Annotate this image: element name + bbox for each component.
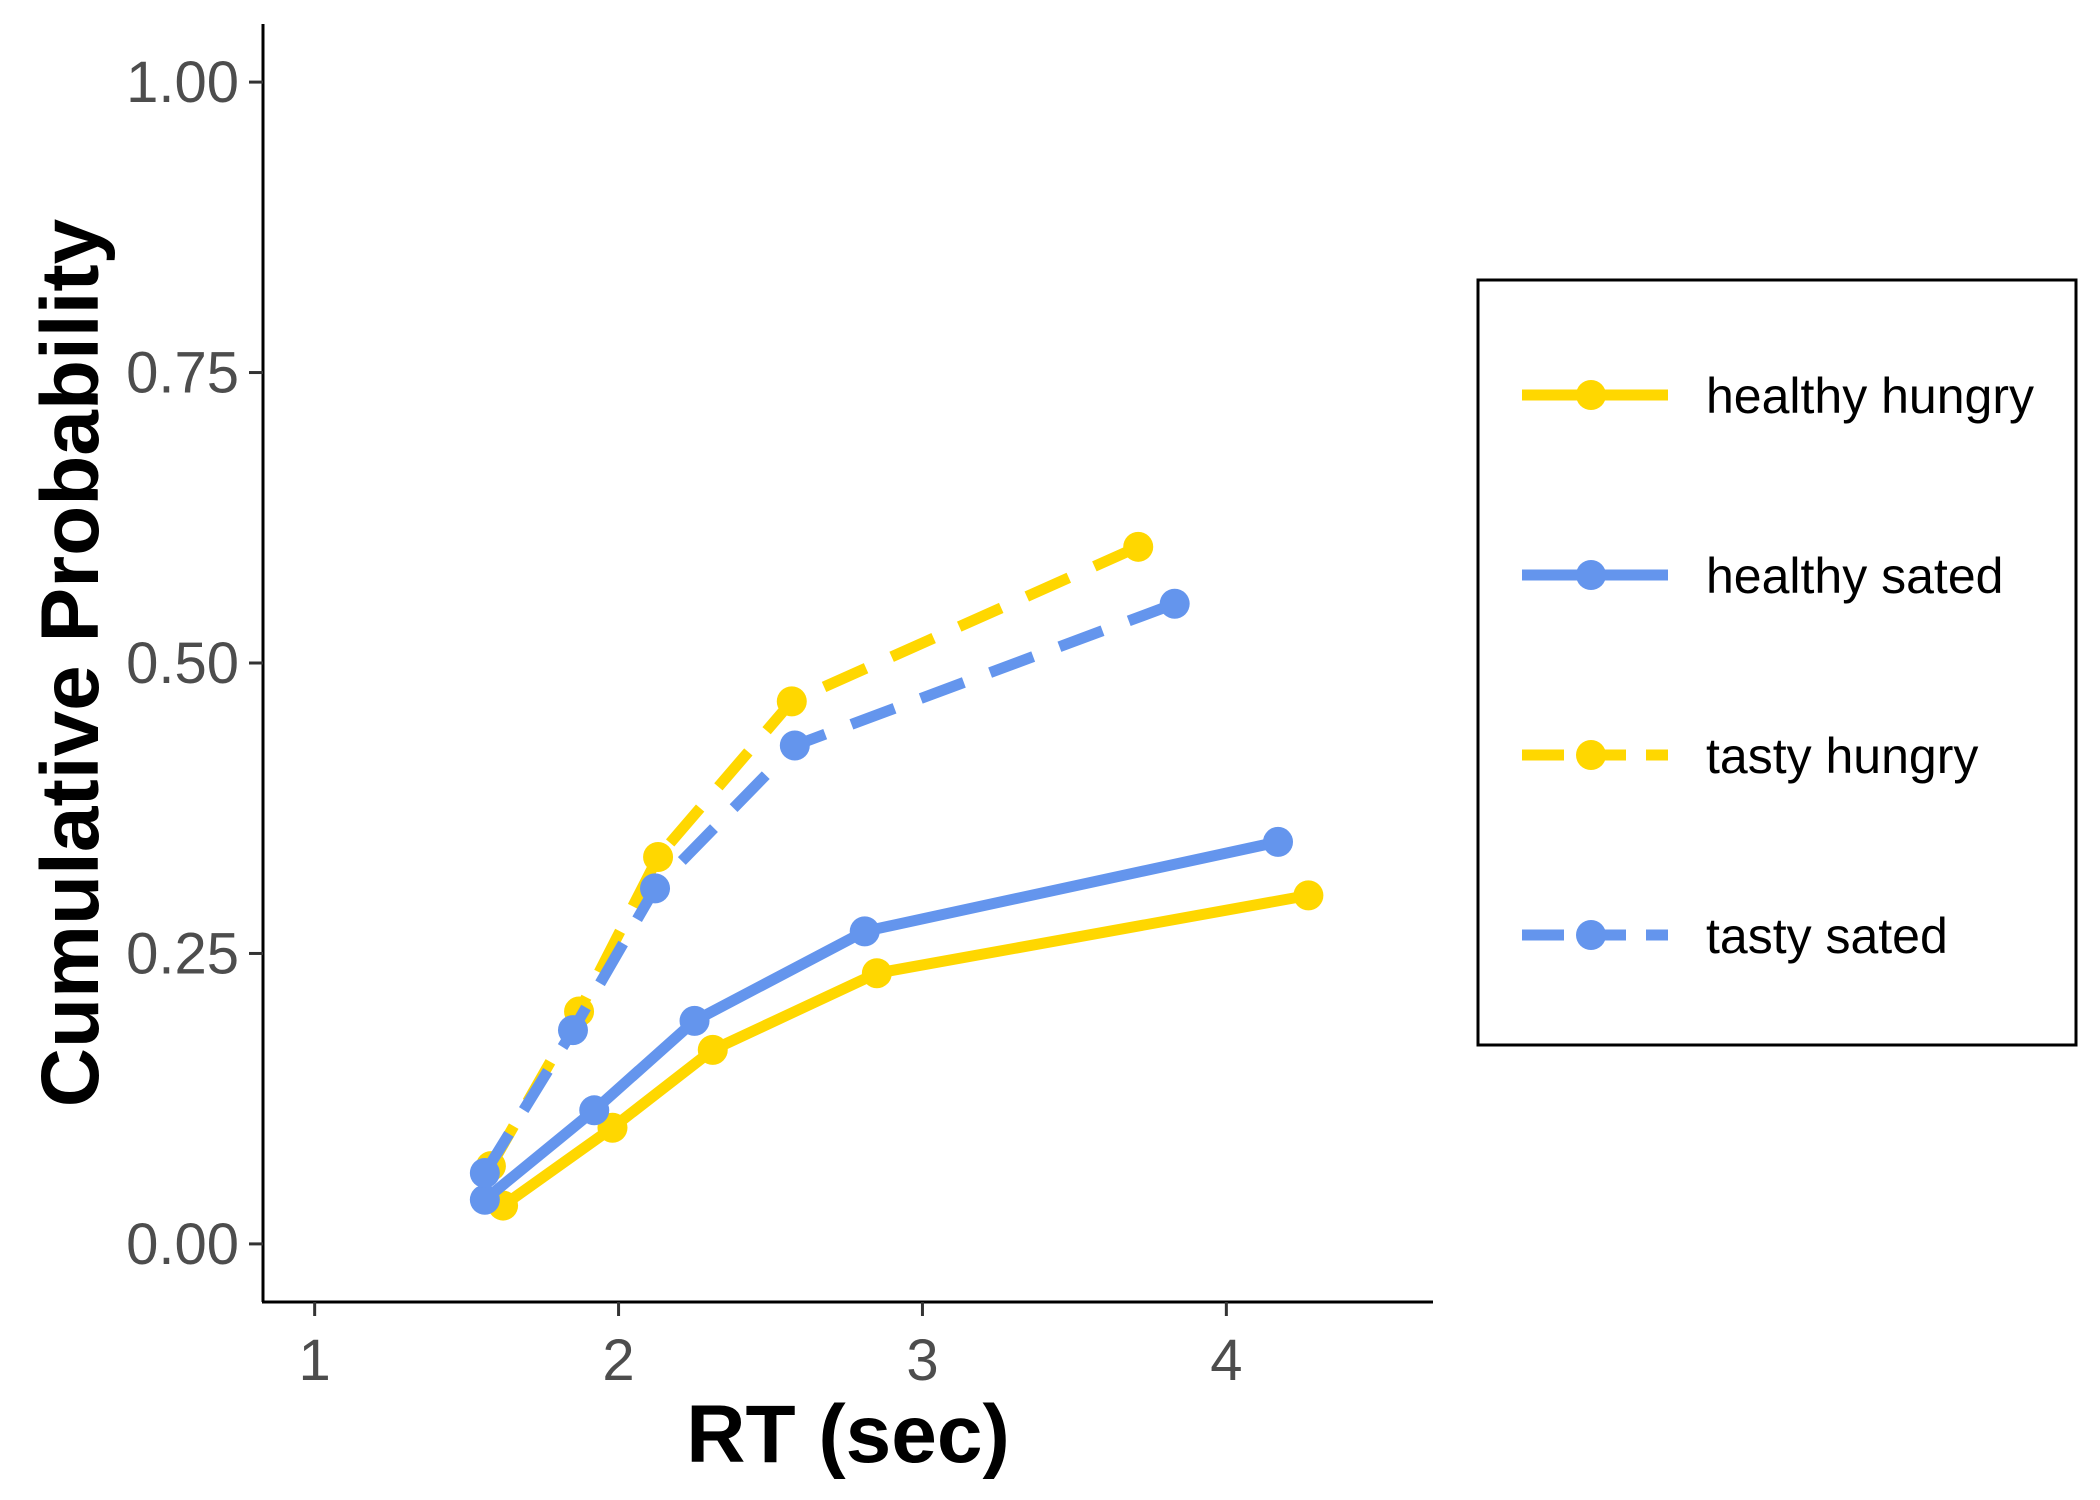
x-axis-ticks: 1 2 3 4 [299, 1302, 1242, 1393]
plot-area: 1 2 3 4 0.00 0.25 0.50 0.75 1.00 [126, 24, 1433, 1393]
data-point [640, 873, 671, 904]
legend-box [1476, 278, 2078, 1047]
series-tasty-hungry [475, 531, 1154, 1182]
legend-point-swatch [1576, 740, 1606, 770]
data-point [861, 958, 892, 989]
legend-label: tasty sated [1706, 908, 1948, 964]
legend-item-tasty-sated: tasty sated [1522, 908, 1948, 964]
data-point [557, 1015, 588, 1046]
data-point [643, 842, 674, 873]
legend-item-healthy-hungry: healthy hungry [1522, 368, 2034, 424]
x-tick-label: 3 [906, 1328, 938, 1393]
data-point [1123, 531, 1154, 562]
legend-point-swatch [1576, 920, 1606, 950]
data-point [469, 1184, 500, 1215]
y-tick-label: 0.00 [126, 1212, 239, 1277]
legend-item-healthy-sated: healthy sated [1522, 548, 2003, 604]
data-point [1293, 880, 1324, 911]
x-axis-title: RT (sec) [686, 1389, 1010, 1480]
data-point [697, 1034, 728, 1065]
series-line [486, 541, 1141, 1169]
x-tick-label: 4 [1210, 1328, 1242, 1393]
legend-label: tasty hungry [1706, 728, 1978, 784]
data-point [776, 686, 807, 717]
y-tick-label: 0.25 [126, 921, 239, 986]
y-tick-label: 0.75 [126, 341, 239, 406]
legend-label: healthy sated [1706, 548, 2003, 604]
series-layer [469, 531, 1324, 1221]
data-point [1263, 826, 1294, 857]
data-point [779, 730, 810, 761]
legend-point-swatch [1576, 560, 1606, 590]
x-tick-label: 1 [299, 1328, 331, 1393]
series-healthy-sated [469, 826, 1294, 1215]
series-tasty-sated [469, 588, 1190, 1189]
y-axis-ticks: 0.00 0.25 0.50 0.75 1.00 [126, 50, 263, 1277]
data-point [469, 1158, 500, 1189]
y-tick-label: 0.50 [126, 631, 239, 696]
series-line [481, 836, 1280, 1205]
data-point [849, 916, 880, 947]
data-point [679, 1005, 710, 1036]
legend-items: healthy hungry healthy sated tasty hungry t… [1522, 368, 2034, 964]
data-point [579, 1095, 610, 1126]
legend-point-swatch [1576, 380, 1606, 410]
legend-item-tasty-hungry: tasty hungry [1522, 728, 1978, 784]
data-point [1159, 588, 1190, 619]
y-tick-label: 1.00 [126, 50, 239, 115]
legend: healthy hungry healthy sated tasty hungry t… [1476, 278, 2078, 1047]
series-line [499, 889, 1310, 1211]
x-tick-label: 2 [602, 1328, 634, 1393]
y-axis-title: Cumulative Probability [25, 218, 116, 1107]
series-healthy-hungry [488, 880, 1324, 1221]
legend-label: healthy hungry [1706, 368, 2034, 424]
